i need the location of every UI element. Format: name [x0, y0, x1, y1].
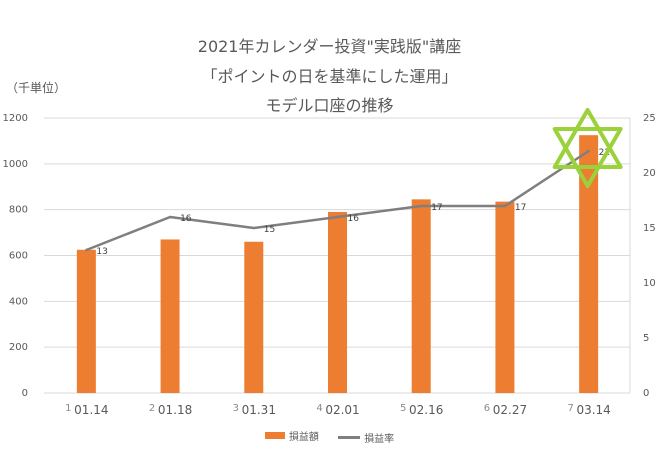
- star-highlight-triangle-up: [552, 108, 623, 169]
- x-tick-label: 01.18: [158, 403, 192, 417]
- legend-line-label: 損益率: [364, 434, 395, 445]
- y-left-axis-label: （千単位）: [6, 80, 66, 95]
- data-label: 15: [264, 225, 275, 235]
- legend-line-swatch: [338, 436, 361, 439]
- x-tick-label: 02.16: [409, 403, 443, 417]
- legend-bar-swatch: [264, 432, 285, 439]
- line-point: [252, 226, 255, 230]
- bar: [411, 199, 431, 393]
- data-label: 16: [348, 214, 360, 224]
- chart-title-line-1: 2021年カレンダー投資"実践版"講座: [197, 37, 462, 56]
- x-index-label: 6: [484, 403, 490, 414]
- line-point: [85, 248, 88, 252]
- y-right-tick-label: 15: [643, 223, 656, 234]
- y-right-tick-label: 0: [643, 388, 649, 399]
- x-index-label: 4: [316, 403, 322, 414]
- x-index-label: 5: [400, 403, 406, 414]
- bar: [244, 241, 264, 393]
- bar: [579, 135, 599, 393]
- line-point: [420, 204, 423, 208]
- y-left-tick-label: 600: [9, 251, 28, 262]
- data-label: 13: [96, 247, 107, 257]
- legend-item-line: 損益率: [338, 430, 394, 445]
- x-index-label: 7: [567, 403, 573, 414]
- y-right-tick-label: 25: [643, 113, 656, 124]
- x-tick-label: 02.27: [493, 403, 527, 417]
- y-left-tick-label: 1200: [3, 113, 28, 124]
- y-left-tick-label: 0: [22, 388, 28, 399]
- data-label: 22: [599, 148, 610, 158]
- chart-title-line-2: 「ポイントの日を基準にした運用」: [201, 67, 458, 86]
- x-index-label: 1: [65, 403, 71, 414]
- legend-bar-label: 損益額: [288, 432, 319, 443]
- data-label: 16: [180, 214, 192, 224]
- y-left-tick-label: 400: [9, 296, 28, 307]
- y-right-tick-label: 20: [643, 168, 656, 179]
- y-right-tick-label: 10: [643, 278, 656, 289]
- bar: [76, 249, 96, 393]
- chart-legend: 損益額 損益率: [0, 428, 659, 445]
- bar: [328, 211, 347, 393]
- x-tick-label: 03.14: [576, 403, 610, 417]
- x-index-label: 3: [233, 403, 239, 414]
- bar: [495, 201, 515, 393]
- line-point: [587, 149, 590, 153]
- star-highlight-triangle-down: [552, 127, 623, 188]
- y-right-tick-label: 5: [643, 333, 649, 344]
- y-left-tick-label: 200: [9, 342, 28, 353]
- chart-title-line-3: モデル口座の推移: [265, 96, 394, 115]
- data-label: 17: [515, 203, 526, 213]
- x-tick-label: 02.01: [325, 403, 359, 417]
- x-index-label: 2: [149, 403, 155, 414]
- legend-item-bar: 損益額: [264, 428, 319, 443]
- y-left-tick-label: 800: [9, 205, 28, 216]
- line-point: [503, 204, 507, 208]
- bar: [160, 239, 180, 393]
- line-point: [168, 215, 172, 219]
- x-tick-label: 01.31: [242, 403, 276, 417]
- y-left-tick-label: 1000: [3, 159, 28, 170]
- line-point: [336, 215, 339, 219]
- data-label: 17: [431, 203, 442, 213]
- x-tick-label: 01.14: [74, 403, 108, 417]
